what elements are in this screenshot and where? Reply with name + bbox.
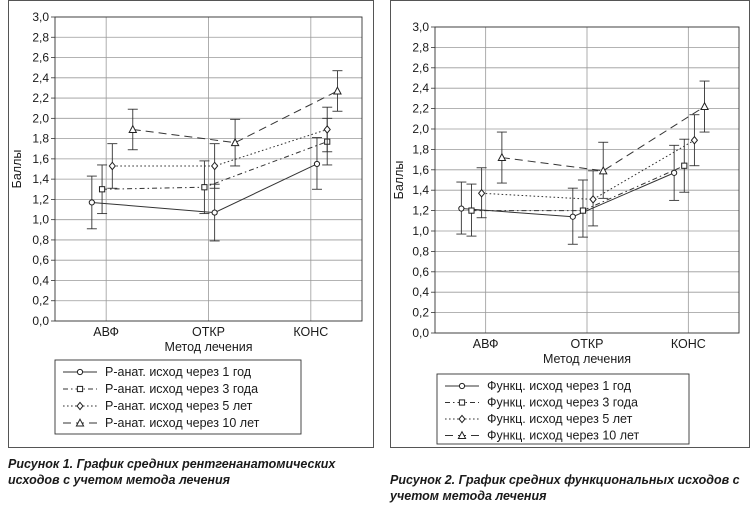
data-point	[700, 101, 709, 111]
legend-label: Р-анат. исход через 3 года	[105, 382, 258, 396]
series-line-4	[501, 106, 705, 172]
y-tick-label: 1,8	[412, 142, 429, 156]
x-tick-label: ОТКР	[192, 325, 225, 339]
data-point	[201, 184, 208, 191]
y-tick-label: 0,0	[32, 314, 49, 328]
data-point	[98, 186, 106, 193]
y-tick-label: 0,8	[412, 244, 429, 258]
figure-caption-1: Рисунок 1. График средних рентгенанатоми…	[8, 457, 336, 487]
y-tick-label: 0,8	[32, 233, 49, 247]
x-axis-label: Метод лечения	[164, 340, 252, 354]
legend-label: Функц. исход через 5 лет	[487, 412, 633, 426]
data-point	[313, 160, 321, 168]
y-tick-label: 3,0	[32, 10, 49, 24]
x-tick-label: АВФ	[473, 337, 499, 351]
y-tick-label: 2,4	[32, 71, 49, 85]
data-point	[211, 209, 218, 216]
data-point	[230, 137, 240, 147]
y-tick-label: 0,6	[32, 253, 49, 267]
y-tick-label: 2,6	[32, 51, 49, 65]
y-tick-label: 2,8	[32, 30, 49, 44]
data-point	[88, 199, 95, 206]
y-tick-label: 2,0	[412, 122, 429, 136]
data-point	[477, 188, 486, 198]
y-tick-label: 1,6	[32, 152, 49, 166]
chart-panel-1: 0,0 0,2 0,4 0,6 0,8 1,0 1,2 1,4 1,6 1,8 2,0 2,2 2,4 2…	[8, 0, 374, 448]
chart-1: 0,0 0,2 0,4 0,6 0,8 1,0 1,2 1,4 1,6 1,8 2,0 2,2 2,4 2…	[10, 10, 363, 435]
y-tick-label: 0,6	[412, 265, 429, 279]
y-tick-label: 3,0	[412, 20, 429, 34]
plot-frame	[434, 26, 740, 334]
data-point	[108, 161, 116, 171]
series-line-3	[481, 139, 695, 200]
data-point	[128, 124, 138, 133]
data-point	[579, 207, 587, 214]
legend-marker	[458, 382, 466, 390]
figure-caption-2: Рисунок 2. График средних функциональных…	[390, 473, 740, 503]
legend-label: Р-анат. исход через 1 год	[105, 365, 252, 379]
y-tick-label: 0,2	[412, 306, 429, 320]
y-tick-label: 2,4	[412, 81, 429, 95]
legend-marker	[458, 399, 466, 406]
x-axis-label: Метод лечения	[543, 352, 631, 366]
legend-marker	[75, 418, 85, 427]
y-tick-label: 1,2	[32, 192, 49, 206]
data-point	[681, 162, 688, 169]
data-point	[458, 205, 465, 212]
y-axis-label: Баллы	[10, 150, 24, 189]
y-tick-label: 1,0	[412, 224, 429, 238]
y-tick-label: 1,6	[412, 163, 429, 177]
plot-frame	[54, 16, 363, 322]
y-tick-label: 1,4	[32, 172, 49, 186]
series-line-2	[471, 165, 685, 212]
x-tick-label: АВФ	[93, 325, 119, 339]
y-axis-label: Баллы	[392, 161, 406, 200]
x-tick-label: ОТКР	[571, 337, 604, 351]
data-point	[333, 86, 342, 95]
y-tick-label: 0,0	[412, 326, 429, 340]
x-tick-label: КОНС	[671, 337, 706, 351]
y-tick-label: 2,0	[32, 111, 49, 125]
x-tick-label: КОНС	[293, 325, 328, 339]
y-tick-label: 2,6	[412, 61, 429, 75]
y-tick-label: 2,2	[32, 91, 49, 105]
y-tick-label: 1,0	[32, 213, 49, 227]
y-tick-label: 0,2	[32, 294, 49, 308]
y-tick-label: 0,4	[412, 285, 429, 299]
y-tick-label: 2,8	[412, 40, 429, 54]
legend-label: Функц. исход через 3 года	[487, 396, 638, 410]
y-tick-label: 1,8	[32, 132, 49, 146]
legend-marker	[76, 385, 84, 393]
legend-marker	[76, 368, 84, 376]
chart-panel-2: 0,0 0,2 0,4 0,6 0,8 1,0 1,2 1,4 1,6 1,8 2,0 2,2 2,4 2…	[390, 0, 750, 448]
legend-label: Р-анат. исход через 10 лет	[105, 416, 260, 430]
legend-marker	[457, 430, 467, 439]
data-point	[210, 161, 219, 171]
legend-marker	[76, 401, 84, 411]
y-tick-label: 1,4	[412, 183, 429, 197]
legend-label: Функц. исход через 1 год	[487, 379, 632, 393]
y-tick-label: 2,2	[412, 102, 429, 116]
series-line-3	[112, 129, 328, 167]
legend-marker	[458, 414, 466, 424]
data-point	[671, 169, 678, 176]
chart-2: 0,0 0,2 0,4 0,6 0,8 1,0 1,2 1,4 1,6 1,8 2,0 2,2 2,4 2…	[392, 20, 740, 445]
y-tick-label: 0,4	[32, 273, 49, 287]
legend-label: Функц. исход через 10 лет	[487, 429, 640, 443]
y-tick-label: 1,2	[412, 204, 429, 218]
data-point	[569, 213, 576, 220]
data-point	[323, 125, 331, 134]
data-point	[589, 194, 597, 204]
data-point	[468, 207, 475, 214]
data-point	[598, 165, 608, 175]
data-point	[497, 152, 507, 162]
legend-label: Р-анат. исход через 5 лет	[105, 399, 253, 413]
data-point	[690, 135, 699, 145]
